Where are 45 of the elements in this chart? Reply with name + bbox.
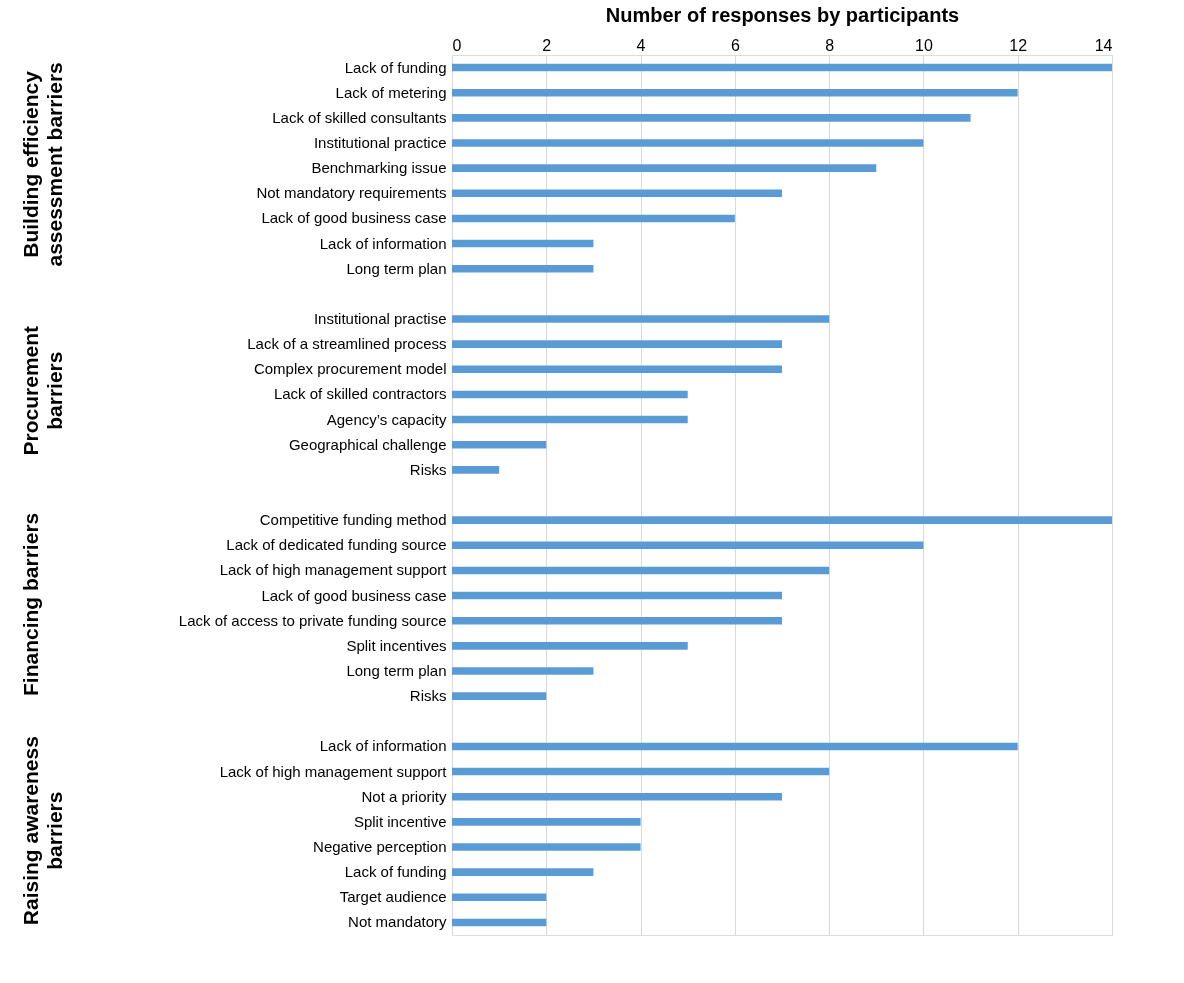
y-tick-label: Lack of good business case	[261, 209, 447, 227]
y-tick-label: Lack of good business case	[261, 586, 447, 604]
x-tick-label: 0	[452, 36, 462, 54]
x-tick-label: 8	[825, 36, 835, 54]
text: Building efficiency assessment barriers	[19, 62, 66, 267]
y-tick-label: Competitive funding method	[259, 511, 447, 529]
y-tick-label: Lack of a streamlined process	[247, 335, 447, 353]
y-tick-label: Lack of access to private funding source	[178, 611, 447, 629]
y-tick-label: Benchmarking issue	[311, 159, 447, 177]
y-tick-label: Lack of funding	[344, 863, 447, 881]
y-tick-label: Lack of high management support	[219, 561, 448, 579]
y-tick-label: Risks	[409, 687, 447, 705]
x-tick-label: 10	[915, 36, 933, 54]
text: Procurement barriers	[19, 325, 66, 456]
x-tick-label: 14	[1094, 36, 1113, 54]
x-axis-title: Number of responses by participants	[605, 3, 960, 26]
y-tick-label: Target audience	[339, 888, 447, 906]
y-tick-label: Agency’s capacity	[326, 410, 447, 428]
y-tick-label: Lack of high management support	[219, 762, 448, 780]
y-tick-label: Lack of information	[319, 234, 447, 252]
y-tick-label: Not mandatory	[348, 913, 447, 931]
y-tick-label: Institutional practise	[313, 310, 447, 327]
y-tick-label: Lack of skilled consultants	[272, 108, 447, 126]
y-tick-label: Split incentives	[346, 636, 447, 654]
y-tick-label: Lack of dedicated funding source	[226, 536, 447, 554]
x-tick-label: 4	[636, 36, 646, 54]
y-tick-label: Split incentive	[353, 812, 447, 830]
y-tick-label: Lack of funding	[344, 58, 447, 76]
y-tick-label: Complex procurement model	[253, 360, 447, 378]
y-tick-label: Not mandatory requirements	[256, 184, 447, 202]
y-tick-label: Long term plan	[346, 662, 447, 679]
x-tick-label: 2	[542, 36, 552, 54]
text: Financing barriers	[19, 512, 42, 696]
y-tick-label: Geographical challenge	[288, 435, 447, 453]
y-tick-label: Institutional practice	[313, 134, 447, 151]
y-tick-label: Lack of information	[319, 737, 447, 755]
y-tick-label: Negative perception	[313, 838, 447, 855]
text: Raising awareness barriers	[19, 736, 66, 926]
y-tick-label: Long term plan	[346, 259, 447, 277]
x-tick-label: 12	[1009, 36, 1028, 54]
y-tick-label: Lack of skilled contractors	[273, 385, 447, 403]
y-tick-label: Risks	[409, 460, 447, 478]
y-tick-label: Not a priority	[361, 787, 447, 805]
y-tick-label: Lack of metering	[335, 83, 447, 101]
x-tick-label: 6	[730, 36, 740, 54]
